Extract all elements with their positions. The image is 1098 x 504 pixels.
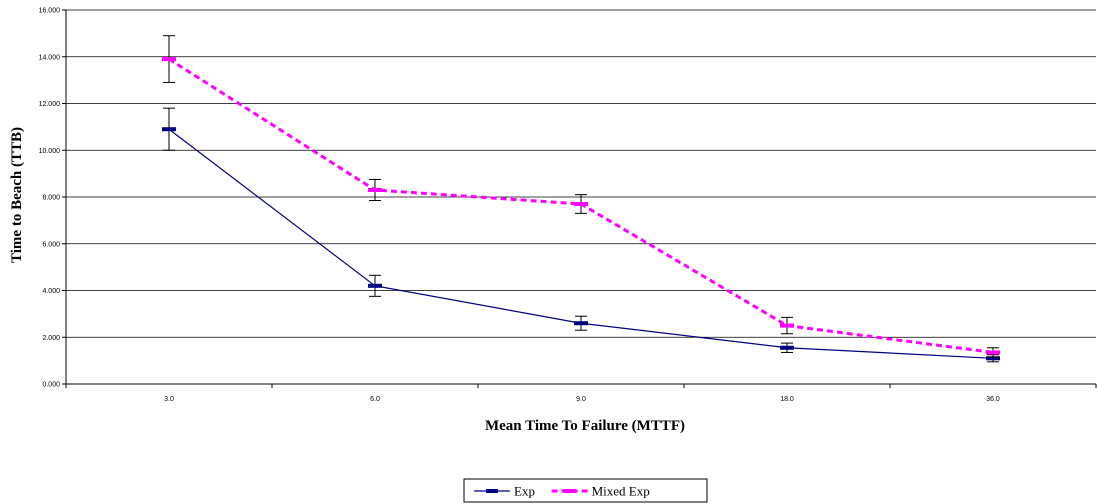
- axes: 0.000 2.000 4.000 6.000 8.000 10.000 12.000 14.…: [39, 8, 1097, 403]
- y-tick-label: 8.000: [42, 195, 60, 202]
- y-axis-title: Time to Beach (TTB): [9, 127, 25, 263]
- x-tick-label: 9.0: [576, 396, 586, 403]
- legend: Exp Mixed Exp: [463, 478, 708, 503]
- y-tick-label: 2.000: [42, 335, 60, 342]
- data-point: [574, 202, 588, 207]
- y-tick-label: 14.000: [39, 54, 61, 61]
- gridlines: [66, 9, 1096, 338]
- legend-items: Exp Mixed Exp: [474, 484, 650, 499]
- y-tick-label: 10.000: [39, 148, 61, 155]
- series-layer: [162, 35, 1000, 363]
- x-tick-label: 18.0: [780, 396, 794, 403]
- data-point: [368, 187, 382, 192]
- legend-label-0: Exp: [514, 484, 535, 499]
- data-point: [162, 127, 176, 132]
- data-point: [986, 356, 1000, 361]
- data-point: [780, 323, 794, 328]
- data-point: [780, 345, 794, 350]
- x-axis-title: Mean Time To Failure (MTTF): [485, 418, 685, 434]
- y-tick-label: 4.000: [42, 288, 60, 295]
- data-point: [986, 350, 1000, 355]
- x-tick-label: 3.0: [164, 396, 174, 403]
- y-tick-label: 6.000: [42, 241, 60, 248]
- data-point: [368, 283, 382, 288]
- x-tick-label: 36.0: [986, 396, 1000, 403]
- data-point: [574, 321, 588, 326]
- data-point: [162, 57, 176, 62]
- x-tick-label: 6.0: [370, 396, 380, 403]
- y-tick-label: 16.000: [39, 8, 61, 15]
- y-tick-label: 0.000: [42, 382, 60, 389]
- legend-label-1: Mixed Exp: [592, 484, 650, 499]
- legend-marker-0: [486, 489, 498, 493]
- legend-marker-1: [563, 489, 576, 493]
- y-tick-label: 12.000: [39, 101, 61, 108]
